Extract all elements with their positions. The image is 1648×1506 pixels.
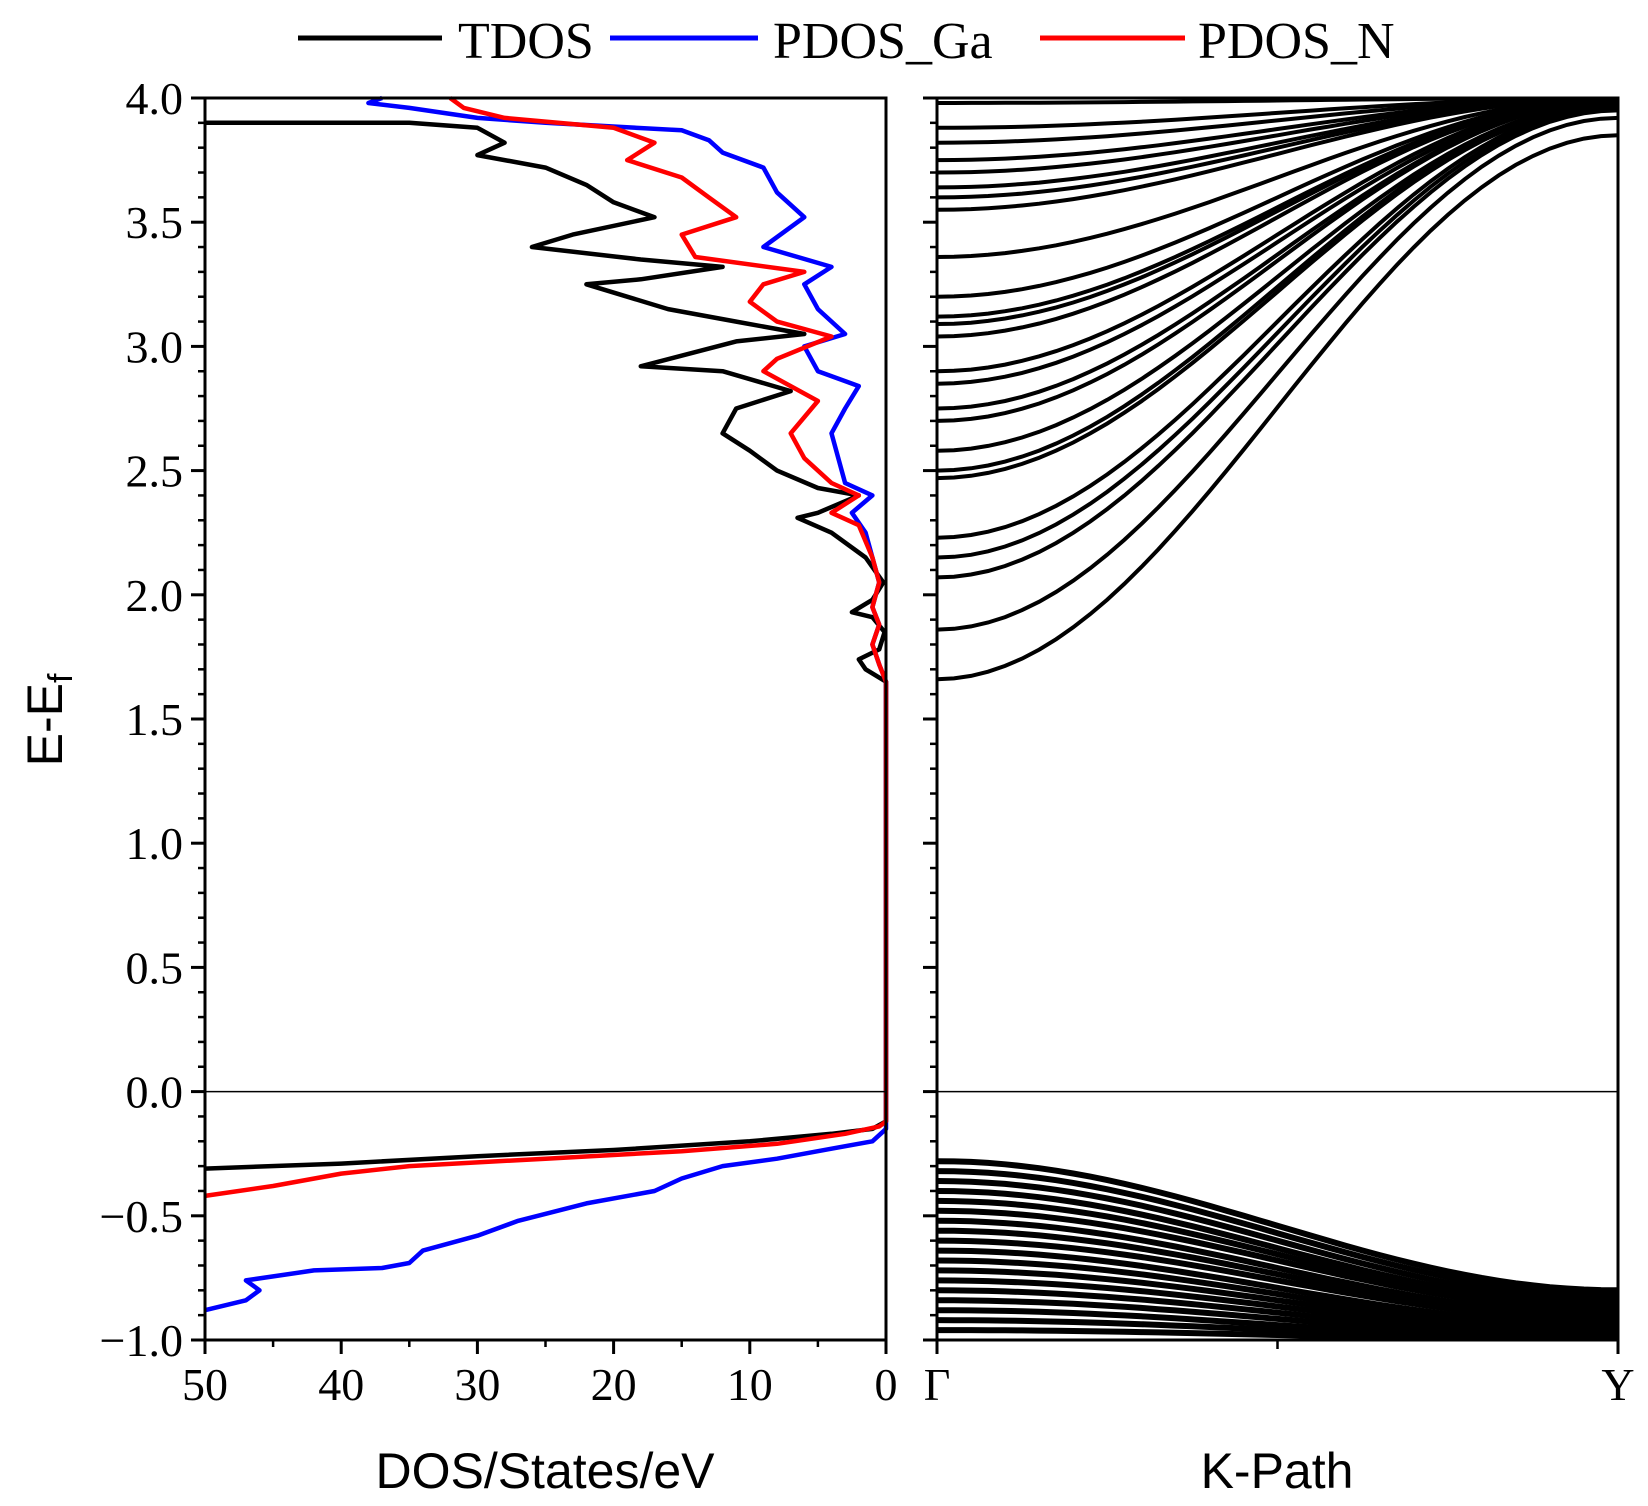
dos-x-tick-label: 0 xyxy=(875,1359,898,1410)
conduction-band xyxy=(937,133,1618,682)
conduction-band xyxy=(937,103,1618,540)
band-x-tick-label: Γ xyxy=(924,1359,951,1410)
conduction-band xyxy=(937,98,1618,299)
svg-text:E-Ef: E-Ef xyxy=(17,673,80,766)
dos-x-axis-title: DOS/States/eV xyxy=(375,1443,715,1499)
dos-y-tick-label: 3.5 xyxy=(126,197,184,248)
band-lines-group xyxy=(937,98,1618,1340)
conduction-band xyxy=(937,101,1618,453)
y-title-main: E-E xyxy=(17,683,73,766)
conduction-band xyxy=(937,98,1618,374)
dos-series-group xyxy=(204,95,889,1313)
dos-x-tick-label: 10 xyxy=(727,1359,773,1410)
dos-y-tick-label: 2.5 xyxy=(126,446,184,497)
dos-y-tick-label: 2.0 xyxy=(126,570,184,621)
conduction-band xyxy=(937,105,1618,560)
dos-y-tick-label: 4.0 xyxy=(126,73,184,124)
dos-series-pdos-ga xyxy=(204,95,889,1313)
dos-y-tick-label: −0.5 xyxy=(100,1191,183,1242)
legend-label-tdos: TDOS xyxy=(458,13,594,70)
dos-series-pdos-n xyxy=(204,96,889,1199)
valence-band xyxy=(937,1257,1618,1331)
valence-band xyxy=(937,1227,1618,1321)
dos-y-tick-label: −1.0 xyxy=(100,1315,183,1366)
conduction-band xyxy=(937,98,1618,386)
dos-y-tick-label: 1.5 xyxy=(126,694,184,745)
band-x-tick-label: Y xyxy=(1601,1359,1634,1410)
valence-band xyxy=(937,1237,1618,1324)
dos-x-tick-label: 40 xyxy=(318,1359,364,1410)
dos-x-tick-label: 30 xyxy=(454,1359,500,1410)
valence-band xyxy=(937,1158,1618,1294)
dos-series-tdos xyxy=(204,120,889,1171)
band-y-ticks xyxy=(923,96,937,1342)
valence-band xyxy=(937,1178,1618,1304)
conduction-band xyxy=(937,108,1618,580)
dos-x-ticks: 50 40 30 20 10 0 xyxy=(182,1340,898,1410)
dos-y-tick-label: 3.0 xyxy=(126,321,184,372)
conduction-band xyxy=(937,98,1618,259)
valence-band xyxy=(937,1287,1618,1338)
dos-y-tick-label: 1.0 xyxy=(126,818,184,869)
y-title-sub: f xyxy=(42,673,80,683)
valence-band xyxy=(937,1197,1618,1311)
band-x-axis-title: K-Path xyxy=(1201,1443,1354,1499)
valence-band xyxy=(937,1168,1618,1299)
band-curves xyxy=(937,98,1618,1340)
dos-y-axis-title: E-Ef xyxy=(17,673,80,766)
legend-label-pdos-ga: PDOS_Ga xyxy=(773,13,993,70)
dos-x-tick-label: 20 xyxy=(591,1359,637,1410)
dos-panel: −1.0 −0.5 0.0 0.5 1.0 1.5 2.0 2.5 3.0 3.5 4.0 50 40… xyxy=(17,73,898,1499)
legend: TDOS PDOS_Ga PDOS_N xyxy=(298,13,1395,70)
dos-y-tick-label: 0.0 xyxy=(126,1067,184,1118)
dos-y-tick-label: 0.5 xyxy=(126,942,184,993)
conduction-band xyxy=(937,115,1618,632)
dos-y-ticks: −1.0 −0.5 0.0 0.5 1.0 1.5 2.0 2.5 3.0 3.5 4.0 xyxy=(100,73,205,1366)
valence-band xyxy=(937,1207,1618,1314)
conduction-band xyxy=(937,103,1618,481)
legend-label-pdos-n: PDOS_N xyxy=(1198,13,1395,70)
dos-x-tick-label: 50 xyxy=(182,1359,228,1410)
